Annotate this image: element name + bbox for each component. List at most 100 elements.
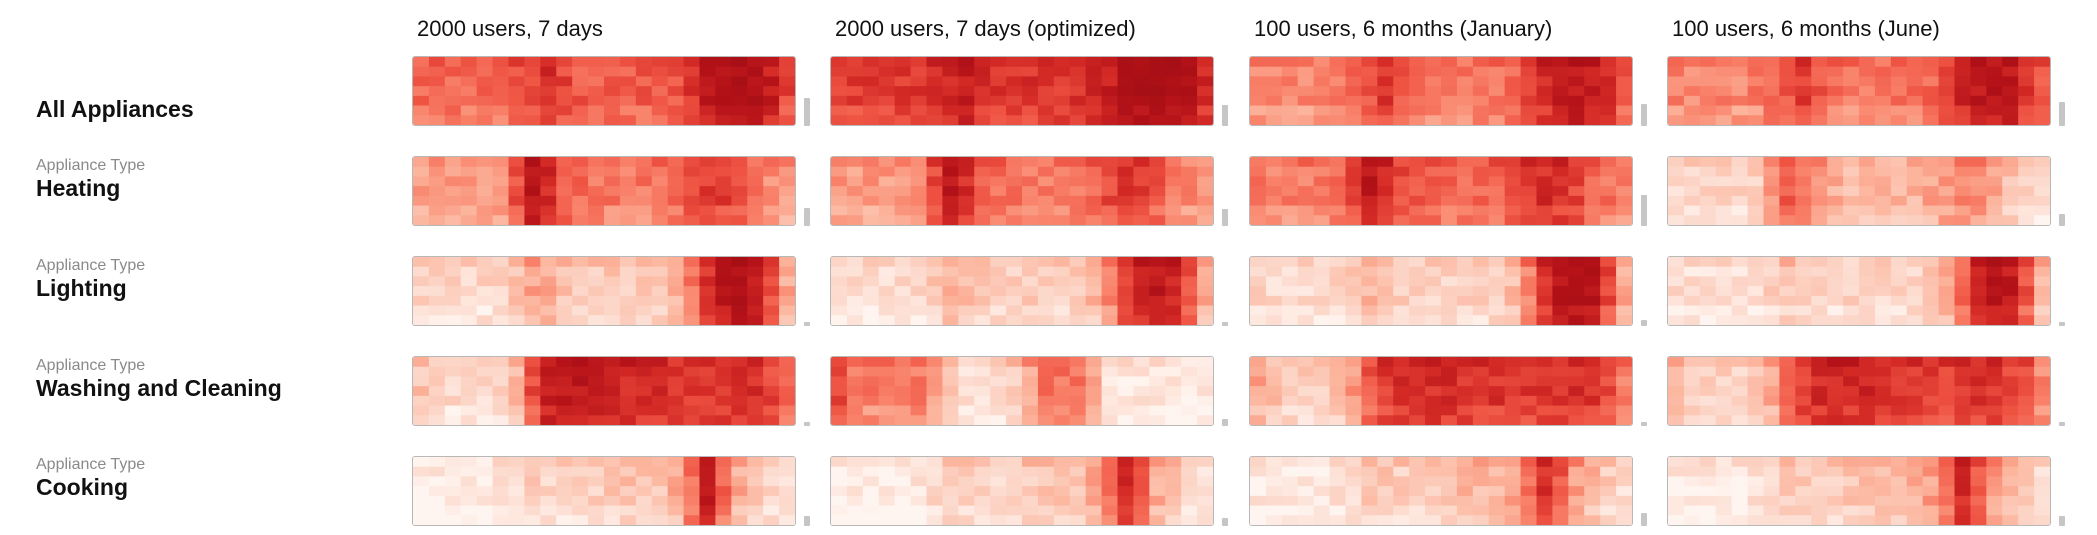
- heatmap-cell-bin: [846, 66, 864, 78]
- heatmap-cell-bin: [990, 515, 1007, 525]
- heatmap-cell-bin: [894, 515, 912, 525]
- heatmap-cell-bin: [604, 176, 621, 187]
- heatmap-cell-bin: [878, 66, 896, 78]
- heatmap-cell-bin: [1568, 505, 1585, 516]
- heatmap-cell-bin: [572, 195, 589, 207]
- heatmap-cell-bin: [1906, 95, 1924, 107]
- heatmap-cell-bin: [1779, 376, 1796, 387]
- heatmap-cell-bin: [747, 295, 764, 307]
- heatmap-cell-bin: [508, 166, 526, 178]
- heatmap-cell-bin: [413, 505, 430, 516]
- heatmap-cell-bin: [1053, 466, 1071, 478]
- heatmap-cell-bin: [556, 415, 573, 425]
- heatmap-cell-bin: [1361, 366, 1378, 378]
- heatmap-cell-bin: [588, 457, 605, 468]
- heatmap-cell-bin: [1133, 266, 1150, 278]
- heatmap-cell-bin: [1811, 366, 1828, 378]
- heatmap-cell-bin: [763, 57, 780, 68]
- heatmap-cell-bin: [894, 115, 912, 125]
- heatmap-cell-bin: [1165, 405, 1182, 416]
- heatmap-cell-bin: [1843, 305, 1860, 316]
- heatmap-cell-bin: [894, 266, 912, 278]
- heatmap-cell-bin: [2018, 186, 2035, 197]
- heatmap-cell-bin: [958, 276, 975, 287]
- heatmap-cell-bin: [1085, 466, 1103, 478]
- heatmap-cell-bin: [1197, 515, 1213, 525]
- heatmap-cell-bin: [974, 357, 991, 368]
- heatmap-cell-bin: [1441, 405, 1458, 416]
- heatmap-cell-bin: [1085, 276, 1103, 287]
- heatmap-cell-bin: [1488, 376, 1506, 387]
- heatmap-cell-bin: [1297, 315, 1315, 325]
- heatmap-cell-bin: [1006, 466, 1023, 478]
- heatmap-cell-bin: [1441, 115, 1458, 125]
- heatmap-cell-bin: [556, 86, 573, 97]
- heatmap-cell-bin: [715, 386, 732, 397]
- heatmap-cell-bin: [1297, 376, 1315, 387]
- heatmap-cell-bin: [667, 76, 685, 87]
- heatmap-cell-bin: [1584, 76, 1601, 87]
- heatmap-cell-bin: [540, 357, 557, 368]
- heatmap-cell-bin: [1954, 305, 1972, 316]
- heatmap-cell-bin: [1472, 505, 1490, 516]
- heatmap-cell-bin: [846, 476, 864, 487]
- heatmap-cell-bin: [731, 305, 748, 316]
- heatmap-cell-bin: [747, 286, 764, 297]
- heatmap-cell-bin: [910, 366, 928, 378]
- heatmap-cell-bin: [667, 157, 685, 168]
- heatmap-cell-bin: [1250, 486, 1267, 497]
- heatmap-cell-bin: [619, 386, 637, 397]
- heatmap-cell-bin: [1181, 366, 1198, 378]
- heatmap-cell-bin: [763, 295, 780, 307]
- heatmap-cell-bin: [862, 266, 880, 278]
- heatmap-cell-bin: [1859, 257, 1876, 268]
- heatmap-cell-bin: [942, 295, 959, 307]
- heatmap-cell-bin: [1329, 76, 1347, 87]
- heatmap-cell-bin: [1890, 176, 1908, 187]
- heatmap-cell-bin: [604, 357, 621, 368]
- heatmap-cell-bin: [1425, 315, 1442, 325]
- heatmap-cell-bin: [1297, 466, 1315, 478]
- heatmap-cell-bin: [1683, 415, 1701, 425]
- heatmap-cell-bin: [619, 276, 637, 287]
- heatmap-cell-bin: [1133, 115, 1150, 125]
- heatmap-cell-bin: [1859, 405, 1876, 416]
- heatmap-cell-bin: [556, 315, 573, 325]
- heatmap-cell-bin: [1022, 105, 1039, 116]
- heatmap-cell-bin: [779, 257, 795, 268]
- heatmap-cell-bin: [1779, 95, 1796, 107]
- heatmap-cell-bin: [910, 105, 928, 116]
- heatmap-cell-bin: [1361, 157, 1378, 168]
- heatmap-cell-bin: [1329, 415, 1347, 425]
- heatmap-cell-bin: [444, 495, 462, 507]
- heatmap-cell-bin: [1970, 86, 1987, 97]
- heatmap-cell-bin: [1906, 305, 1924, 316]
- heatmap-cell-bin: [572, 105, 589, 116]
- heatmap-cell-bin: [1811, 157, 1828, 168]
- heatmap-cell-bin: [862, 95, 880, 107]
- heatmap-cell-bin: [1938, 305, 1956, 316]
- heatmap-cell-bin: [1600, 476, 1617, 487]
- heatmap-cell-bin: [619, 115, 637, 125]
- heatmap-cell-bin: [1456, 357, 1474, 368]
- heatmap-cell-bin: [1859, 386, 1876, 397]
- heatmap-cell-bin: [1890, 486, 1908, 497]
- heatmap-cell-bin: [492, 57, 510, 68]
- heatmap-cell-bin: [1699, 286, 1717, 297]
- heatmap-cell-bin: [1747, 105, 1765, 116]
- heatmap-cell-bin: [1779, 57, 1796, 68]
- heatmap-cell-bin: [1297, 505, 1315, 516]
- heatmap-cell-bin: [699, 166, 717, 178]
- heatmap-cell-bin: [1053, 86, 1071, 97]
- heatmap-cell-bin: [1970, 376, 1987, 387]
- heatmap-cell-bin: [1779, 395, 1796, 407]
- heatmap-cell-bin: [1906, 386, 1924, 397]
- heatmap-cell-bin: [1181, 515, 1198, 525]
- heatmap-cell-bin: [878, 515, 896, 525]
- heatmap-cell-bin: [763, 115, 780, 125]
- heatmap-cell-bin: [1085, 266, 1103, 278]
- heatmap-cell-bin: [1181, 266, 1198, 278]
- heatmap-cell-bin: [1843, 415, 1860, 425]
- heatmap-cell-bin: [747, 376, 764, 387]
- heatmap-cell: [830, 456, 1228, 526]
